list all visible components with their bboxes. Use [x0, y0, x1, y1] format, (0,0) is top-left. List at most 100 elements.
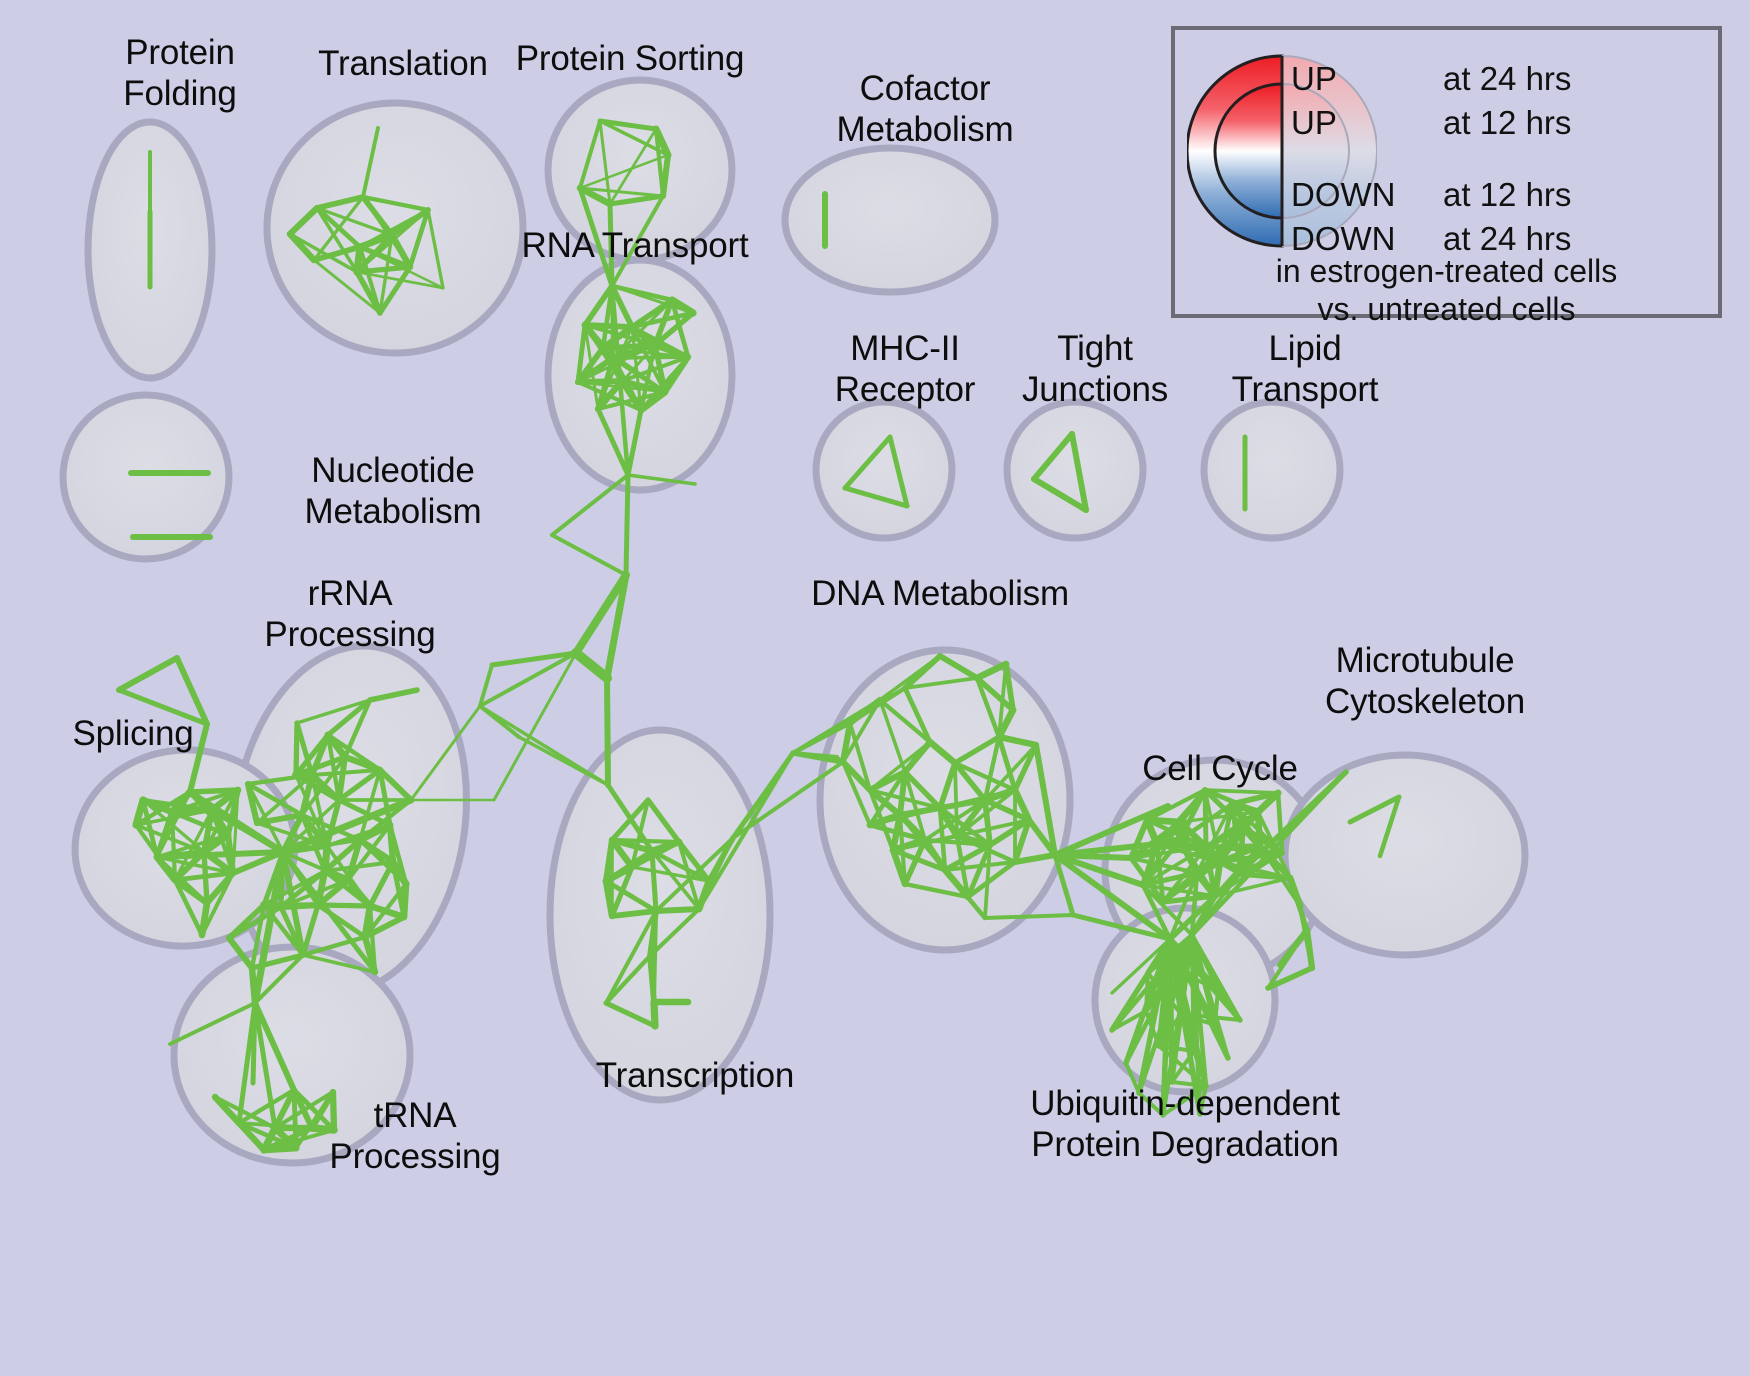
network-edge	[1052, 852, 1173, 942]
legend-val-up-24: at 24 hrs	[1443, 60, 1572, 97]
network-edge	[236, 1000, 258, 1126]
network-edge	[314, 194, 366, 211]
network-edge	[669, 297, 691, 360]
network-edge	[202, 788, 240, 854]
network-edge	[324, 731, 349, 761]
network-edge	[652, 125, 672, 159]
network-edge	[1129, 845, 1208, 860]
network-edge	[255, 773, 314, 825]
network-edge	[623, 472, 631, 578]
network-edge	[943, 860, 1017, 872]
network-edge	[329, 1088, 338, 1134]
network-edge	[1026, 817, 1058, 858]
network-edge	[877, 697, 933, 745]
network-edge	[199, 870, 236, 938]
network-edge	[322, 837, 363, 874]
network-edge	[336, 754, 348, 803]
network-edge	[291, 1087, 337, 1133]
network-edge	[955, 788, 1017, 838]
network-edge	[982, 797, 1032, 823]
network-edge	[866, 768, 909, 794]
network-edge	[1136, 936, 1173, 1096]
network-edge	[492, 651, 578, 802]
network-edge	[280, 849, 378, 975]
network-edge	[212, 1094, 278, 1131]
network-edge	[609, 283, 631, 478]
network-edge	[1193, 858, 1224, 877]
network-edge	[937, 653, 980, 681]
network-edge	[676, 839, 712, 884]
network-edge	[942, 842, 993, 873]
network-edge	[571, 648, 612, 683]
network-edge	[550, 473, 630, 537]
network-edge	[652, 310, 696, 348]
network-edge	[116, 655, 180, 693]
network-edge	[336, 767, 383, 803]
network-edge	[201, 849, 210, 906]
network-edge	[254, 812, 305, 826]
network-edge	[354, 269, 383, 316]
network-edge	[280, 849, 306, 958]
network-edge	[336, 797, 393, 828]
network-edge	[252, 952, 306, 1006]
network-edge	[1141, 845, 1208, 887]
network-edge	[926, 738, 959, 767]
network-edge	[953, 761, 959, 838]
network-edge	[361, 126, 380, 199]
network-edge	[1144, 973, 1187, 1013]
network-edge	[201, 807, 215, 855]
network-edge	[230, 849, 286, 876]
network-edge	[187, 787, 241, 795]
legend-key-up-24: UP	[1291, 60, 1337, 97]
network-edge	[629, 839, 682, 870]
network-edge	[358, 208, 430, 249]
network-edge	[607, 193, 666, 207]
legend-caption: in estrogen-treated cells vs. untreated …	[1275, 253, 1618, 327]
network-edge	[649, 848, 712, 884]
network-edge	[360, 194, 431, 213]
network-edge	[653, 906, 702, 914]
legend-key-up-12: UP	[1291, 104, 1337, 141]
network-edge	[154, 849, 286, 860]
network-edge	[324, 797, 342, 849]
network-edge	[889, 846, 909, 888]
network-edge	[322, 868, 373, 909]
network-edge	[286, 204, 321, 238]
network-edge	[1211, 858, 1224, 900]
legend-val-up-12: at 12 hrs	[1443, 104, 1572, 141]
network-edge	[1170, 1080, 1208, 1088]
network-edge	[625, 407, 644, 478]
network-edge	[288, 232, 359, 274]
network-edge	[301, 953, 377, 974]
network-edge	[1052, 841, 1160, 858]
network-edge	[867, 822, 928, 843]
network-edge	[1157, 1012, 1183, 1048]
network-edge	[619, 378, 668, 395]
network-edge	[923, 798, 987, 842]
network-edge	[279, 796, 415, 856]
network-edge	[409, 704, 482, 802]
network-edge	[1141, 820, 1182, 887]
network-edge	[272, 1089, 336, 1131]
network-edge	[1192, 1049, 1208, 1088]
cluster-halo-cofactor-metabolism	[781, 144, 999, 296]
network-edge	[842, 485, 910, 509]
network-edge	[1216, 987, 1242, 1022]
network-edge	[200, 831, 232, 856]
network-edge	[903, 676, 979, 690]
network-edge	[595, 355, 616, 412]
network-edge	[649, 848, 659, 914]
network-edge	[731, 760, 845, 840]
network-edge	[982, 797, 993, 848]
network-edge	[341, 753, 384, 774]
network-edge	[225, 934, 256, 972]
network-edge	[572, 571, 630, 657]
network-edge	[902, 653, 943, 691]
network-edge	[1213, 1023, 1230, 1060]
network-edge	[607, 201, 615, 289]
network-edge	[1265, 965, 1315, 991]
network-edge	[608, 836, 636, 871]
network-edge	[1170, 1049, 1196, 1084]
network-edge	[362, 914, 407, 940]
legend-rows: UP at 24 hrs UP at 12 hrs DOWN at 12 hrs…	[1291, 54, 1721, 257]
